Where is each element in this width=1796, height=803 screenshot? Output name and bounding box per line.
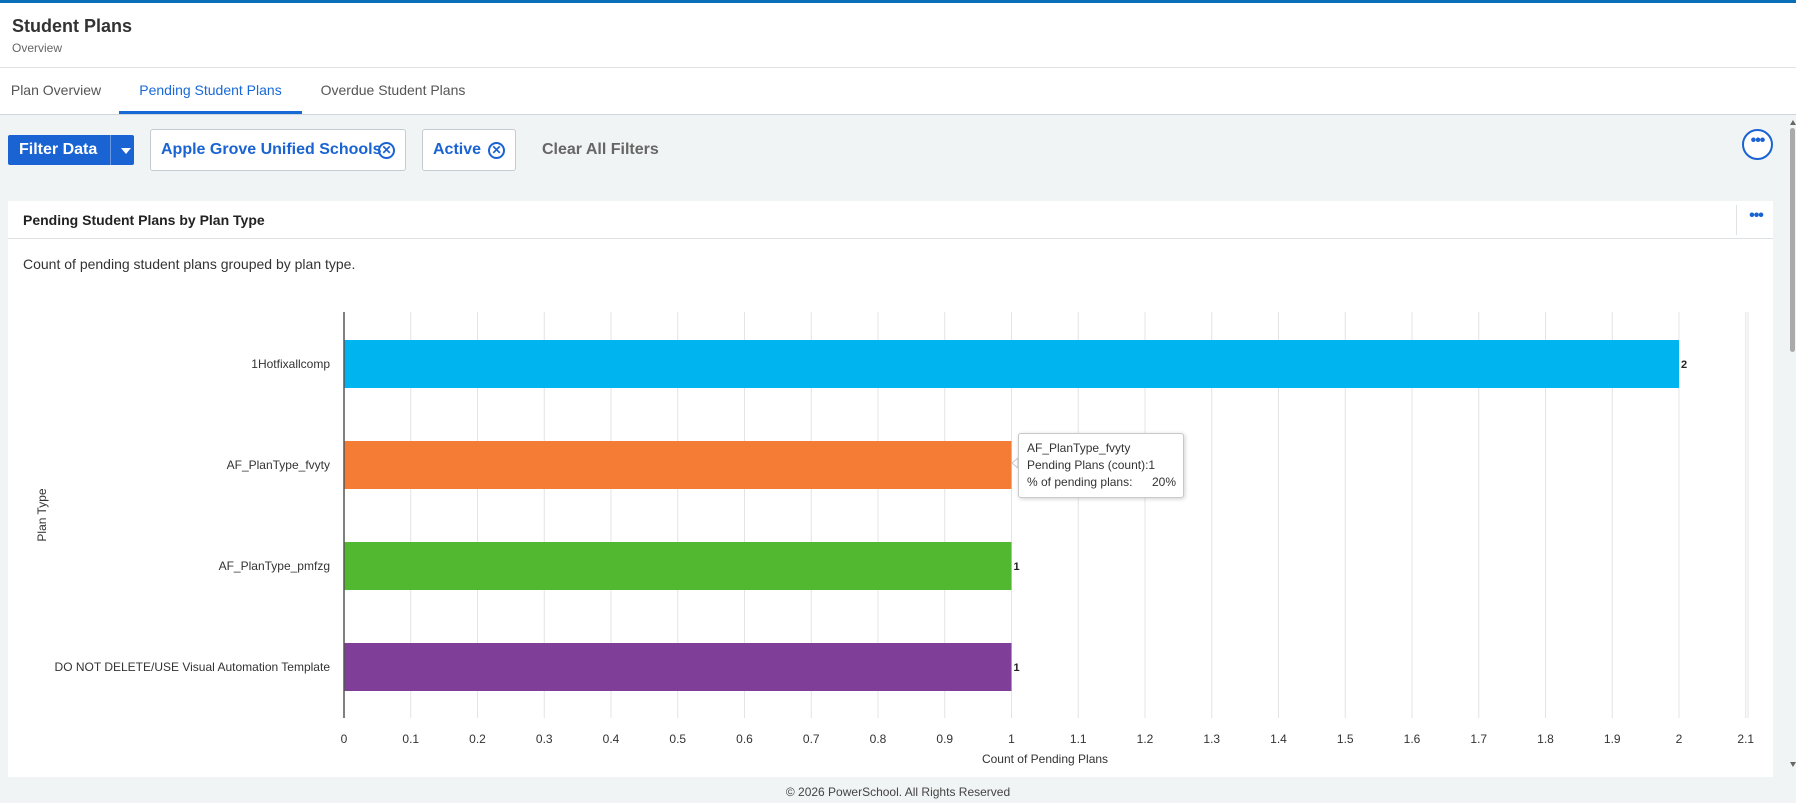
category-label: AF_PlanType_fvyty (227, 458, 330, 472)
chart-tooltip: AF_PlanType_fvyty Pending Plans (count):… (1018, 433, 1184, 498)
tab-plan-overview[interactable]: Plan Overview (10, 82, 102, 98)
chart-description: Count of pending student plans grouped b… (23, 256, 356, 272)
bar (344, 542, 1012, 590)
x-tick-label: 1.2 (1137, 732, 1154, 746)
bar (344, 340, 1679, 388)
tooltip-title: AF_PlanType_fvyty (1027, 441, 1131, 455)
x-axis-title: Count of Pending Plans (982, 752, 1108, 766)
x-tick-label: 1.8 (1537, 732, 1554, 746)
page-subtitle: Overview (12, 41, 63, 55)
filter-bar: Filter Data Apple Grove Unified Schools … (0, 116, 1796, 200)
x-tick-label: 1.1 (1070, 732, 1087, 746)
remove-filter-icon[interactable]: ✕ (378, 142, 395, 159)
x-tick-label: 1.9 (1604, 732, 1621, 746)
page-header: Student Plans Overview (0, 3, 1796, 68)
tooltip-count: Pending Plans (count):1 (1027, 458, 1156, 472)
clear-all-filters-button[interactable]: Clear All Filters (542, 141, 659, 158)
x-tick-label: 2 (1676, 732, 1683, 746)
card-more-options-icon[interactable]: ••• (1749, 207, 1764, 224)
scrollbar-thumb[interactable] (1790, 128, 1795, 352)
x-tick-label: 1.7 (1470, 732, 1487, 746)
data-label: 2 (1681, 359, 1687, 371)
chart-card-title: Pending Student Plans by Plan Type (23, 212, 265, 228)
tooltip-percent-label: % of pending plans: (1027, 475, 1133, 489)
card-header-divider (1736, 205, 1737, 235)
x-tick-label: 0 (341, 732, 348, 746)
x-tick-label: 0.6 (736, 732, 753, 746)
page-more-options-icon[interactable]: ••• (1742, 129, 1773, 160)
footer-copyright: © 2026 PowerSchool. All Rights Reserved (785, 785, 1011, 799)
filter-data-button[interactable]: Filter Data (8, 135, 134, 165)
category-label: AF_PlanType_pmfzg (219, 559, 330, 573)
tab-overdue-student-plans[interactable]: Overdue Student Plans (320, 82, 466, 98)
page-scrollbar[interactable] (1789, 116, 1796, 776)
x-tick-label: 0.3 (536, 732, 553, 746)
data-label: 1 (1014, 662, 1020, 674)
x-tick-label: 1 (1008, 732, 1015, 746)
filter-chip-district: Apple Grove Unified Schools ✕ (150, 129, 406, 171)
x-tick-label: 0.5 (669, 732, 686, 746)
tab-pending-student-plans[interactable]: Pending Student Plans (119, 68, 302, 114)
tab-bar: Plan Overview Pending Student Plans Over… (0, 68, 1796, 115)
bar (344, 643, 1012, 691)
x-tick-label: 0.4 (603, 732, 620, 746)
x-tick-label: 0.2 (469, 732, 486, 746)
x-tick-label: 0.9 (936, 732, 953, 746)
top-accent-line (0, 0, 1796, 3)
category-label: DO NOT DELETE/USE Visual Automation Temp… (55, 660, 331, 674)
chart-card-header: Pending Student Plans by Plan Type ••• (8, 201, 1773, 239)
tooltip-percent-value: 20% (1152, 475, 1177, 489)
x-tick-label: 1.4 (1270, 732, 1287, 746)
caret-down-icon[interactable] (121, 148, 131, 154)
scroll-down-arrow-icon[interactable] (1790, 762, 1796, 767)
y-axis-title: Plan Type (35, 488, 49, 541)
scroll-up-arrow-icon[interactable] (1790, 120, 1796, 125)
remove-filter-icon[interactable]: ✕ (488, 142, 505, 159)
x-tick-label: 0.1 (402, 732, 419, 746)
page-title: Student Plans (12, 16, 133, 36)
x-tick-label: 0.7 (803, 732, 820, 746)
filter-chip-status: Active ✕ (422, 129, 516, 171)
data-label: 1 (1014, 561, 1020, 573)
category-label: 1Hotfixallcomp (251, 357, 330, 371)
filter-data-label: Filter Data (19, 141, 98, 158)
x-tick-label: 0.8 (870, 732, 887, 746)
x-tick-label: 1.3 (1203, 732, 1220, 746)
bar (344, 441, 1012, 489)
x-tick-label: 2.1 (1737, 732, 1754, 746)
filter-chip-label: Active (433, 141, 482, 158)
filter-button-divider (110, 135, 111, 165)
x-tick-label: 1.5 (1337, 732, 1354, 746)
x-tick-label: 1.6 (1404, 732, 1421, 746)
filter-chip-label: Apple Grove Unified Schools (161, 141, 382, 158)
